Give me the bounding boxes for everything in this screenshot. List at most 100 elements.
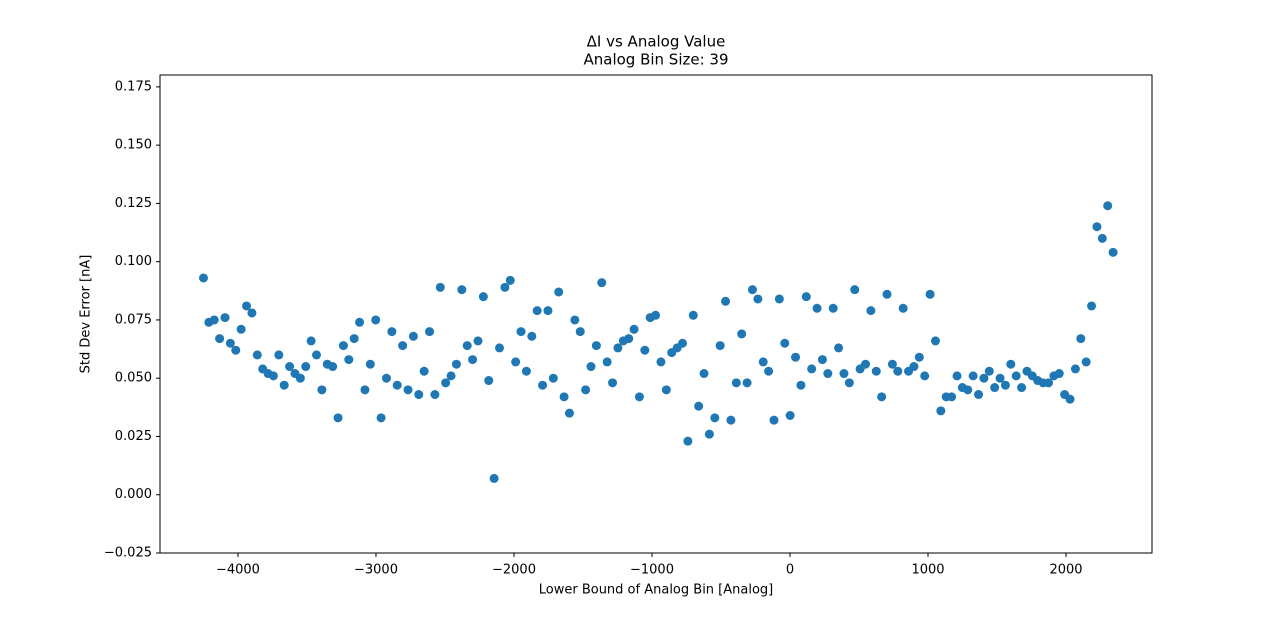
point [602,357,612,367]
point [408,331,418,341]
point [1065,394,1075,404]
point [252,350,262,360]
point [785,410,795,420]
y-tick-label: 0.125 [115,196,152,211]
point [1054,369,1064,379]
point [817,355,827,365]
point [301,362,311,372]
point [812,303,822,313]
point [403,385,413,395]
point [871,366,881,376]
point [844,378,854,388]
point [769,415,779,425]
plot-frame [159,74,1153,554]
chart-title: ΔI vs Analog Value [587,33,726,51]
point [947,392,957,402]
point [349,334,359,344]
point [860,359,870,369]
point [360,385,370,395]
point [823,369,833,379]
point [995,373,1005,383]
point [548,373,558,383]
point [704,429,714,439]
x-axis-label: Lower Bound of Analog Bin [Analog] [539,583,773,598]
point [231,345,241,355]
point [796,380,806,390]
point [877,392,887,402]
y-tick-label: 0.075 [115,312,152,327]
point [468,355,478,365]
point [925,289,935,299]
point [990,383,1000,393]
point [909,362,919,372]
point [274,350,284,360]
point [295,373,305,383]
point [220,313,230,323]
y-tick-label: 0.150 [115,138,152,153]
point [726,415,736,425]
point [688,310,698,320]
chart-subtitle: Analog Bin Size: 39 [583,51,728,69]
point [780,338,790,348]
point [801,292,811,302]
point [365,359,375,369]
point [559,392,569,402]
point [575,327,585,337]
x-tick-label: −3000 [354,563,398,578]
point [1108,247,1118,257]
point [677,338,687,348]
point [473,336,483,346]
point [457,285,467,295]
point [721,296,731,306]
point [791,352,801,362]
point [1070,364,1080,374]
point [608,378,618,388]
point [225,338,235,348]
point [268,371,278,381]
point [355,317,365,327]
point [710,413,720,423]
point [317,385,327,395]
point [887,359,897,369]
point [505,275,515,285]
point [774,294,784,304]
point [333,413,343,423]
point [952,371,962,381]
point [215,334,225,344]
point [451,359,461,369]
point [312,350,322,360]
point [979,373,989,383]
point [247,308,257,318]
point [629,324,639,334]
point [661,385,671,395]
point [914,352,924,362]
point [731,378,741,388]
y-tick-label: 0.050 [115,371,152,386]
point [521,366,531,376]
point [462,341,472,351]
point [516,327,526,337]
point [963,385,973,395]
point [930,336,940,346]
point [1097,233,1107,243]
point [478,292,488,302]
point [651,310,661,320]
point [1092,222,1102,232]
x-tick-label: −4000 [216,563,260,578]
point [640,345,650,355]
point [554,287,564,297]
point [807,364,817,374]
point [694,401,704,411]
point [893,366,903,376]
point [591,341,601,351]
point [564,408,574,418]
point [435,282,445,292]
x-tick-label: 0 [786,563,794,578]
point [538,380,548,390]
point [242,301,252,311]
point [381,373,391,383]
point [866,306,876,316]
point [597,278,607,288]
point [532,306,542,316]
